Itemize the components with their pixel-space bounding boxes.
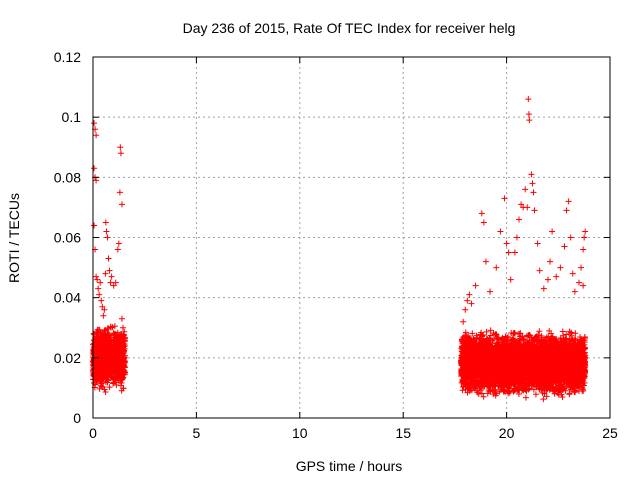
data-point [113,381,120,388]
data-point [91,331,98,338]
data-point [106,384,113,391]
data-point [98,380,105,387]
data-points [90,96,589,403]
data-point [100,383,107,390]
data-point [117,382,124,389]
y-axis-label: ROTI / TECUs [6,193,22,283]
chart-title: Day 236 of 2015, Rate Of TEC Index for r… [183,20,516,36]
x-axis-label: GPS time / hours [296,458,403,474]
